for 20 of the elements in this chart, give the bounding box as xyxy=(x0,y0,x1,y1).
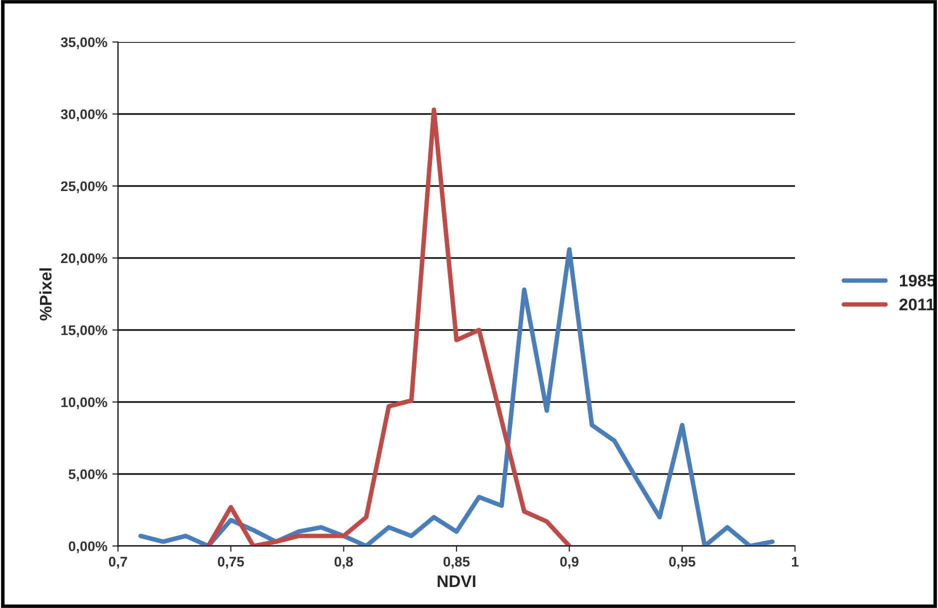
x-tick-label: 0,7 xyxy=(108,556,128,569)
y-tick-label: 20,00% xyxy=(60,253,108,266)
y-tick-label: 35,00% xyxy=(60,37,108,50)
y-axis-title: %Pixel xyxy=(39,268,52,320)
x-axis-title: NDVI xyxy=(438,576,476,587)
x-tick-label: 0,95 xyxy=(669,556,696,569)
y-tick-label: 5,00% xyxy=(68,469,108,482)
x-tick-label: 0,85 xyxy=(444,556,470,569)
y-tick-label: 15,00% xyxy=(61,325,108,338)
x-tick-label: 1 xyxy=(792,556,798,566)
y-tick-label: 0,00% xyxy=(68,541,108,554)
y-tick-label: 30,00% xyxy=(60,109,108,122)
y-tick-label: 25,00% xyxy=(60,181,108,194)
x-tick-label: 0,9 xyxy=(560,556,578,569)
line-series xyxy=(138,247,775,546)
line-series xyxy=(206,107,572,546)
y-tick-label: 10,00% xyxy=(61,397,108,410)
x-tick-label: 0,8 xyxy=(334,556,353,569)
x-tick-label: 0,75 xyxy=(218,556,244,569)
legend-label: 2011 xyxy=(899,298,935,310)
